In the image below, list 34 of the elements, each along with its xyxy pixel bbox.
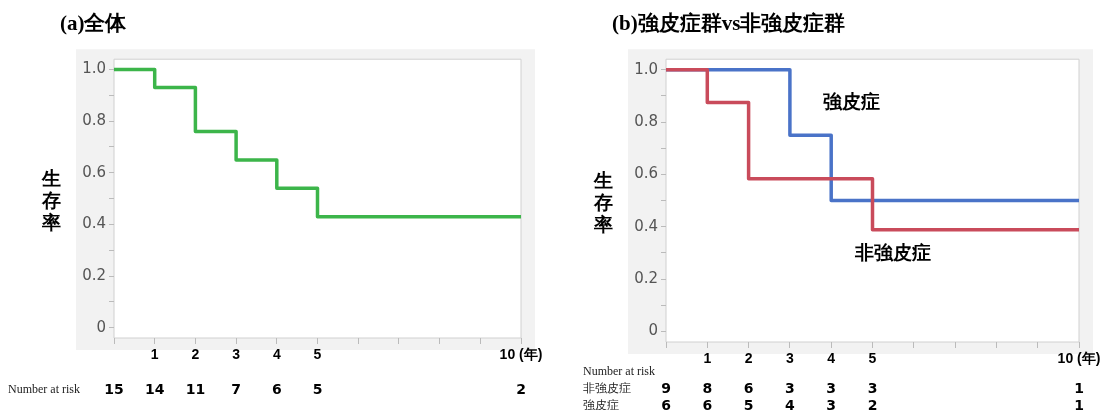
y-tick-label: 0.4 — [634, 216, 658, 235]
x-tick-label: 5 — [313, 346, 322, 363]
x-tick-label: 2 — [191, 346, 200, 363]
x-tick-label: 4 — [827, 350, 836, 367]
series-label: 強皮症 — [822, 90, 880, 113]
y-tick-label: 0 — [648, 321, 658, 340]
text: 強皮症 6 6 5 4 3 2 1 — [583, 396, 1084, 410]
series-label: 非強皮症 — [853, 240, 931, 263]
x-tick-label: 3 — [232, 346, 241, 363]
y-axis-title: 生存率 — [594, 168, 613, 235]
x-tick-label: 1 — [150, 346, 159, 363]
y-tick-label: 0.6 — [82, 162, 106, 181]
y-tick-label: 0.2 — [634, 269, 658, 288]
text: 非強皮症 9 8 6 3 3 3 1 — [583, 379, 1084, 396]
x-tick-label: 10 (年) — [1057, 350, 1101, 367]
chart-title: (a)全体 — [60, 11, 128, 36]
x-tick-label: 10 (年) — [499, 346, 543, 363]
y-tick-label: 0 — [96, 317, 106, 336]
y-tick-label: 0.8 — [634, 111, 658, 130]
x-tick-label: 2 — [744, 350, 753, 367]
x-tick-label: 3 — [786, 350, 794, 367]
y-axis-title: 生存率 — [42, 166, 61, 233]
y-tick-label: 0.8 — [82, 111, 106, 130]
chart-title: (b)強皮症群vs非強皮症群 — [612, 11, 846, 36]
y-tick-label: 1.0 — [82, 59, 106, 78]
x-tick-label: 5 — [868, 350, 877, 367]
text: Number at risk — [583, 364, 655, 379]
y-tick-label: 0.4 — [82, 214, 106, 233]
x-tick-label: 4 — [272, 346, 281, 363]
y-tick-label: 0.6 — [634, 164, 658, 183]
y-tick-label: 0.2 — [82, 265, 106, 284]
text: Number at risk 15 14 11 7 6 5 2 — [8, 380, 526, 397]
y-tick-label: 1.0 — [634, 59, 658, 78]
x-tick-label: 1 — [703, 350, 712, 367]
